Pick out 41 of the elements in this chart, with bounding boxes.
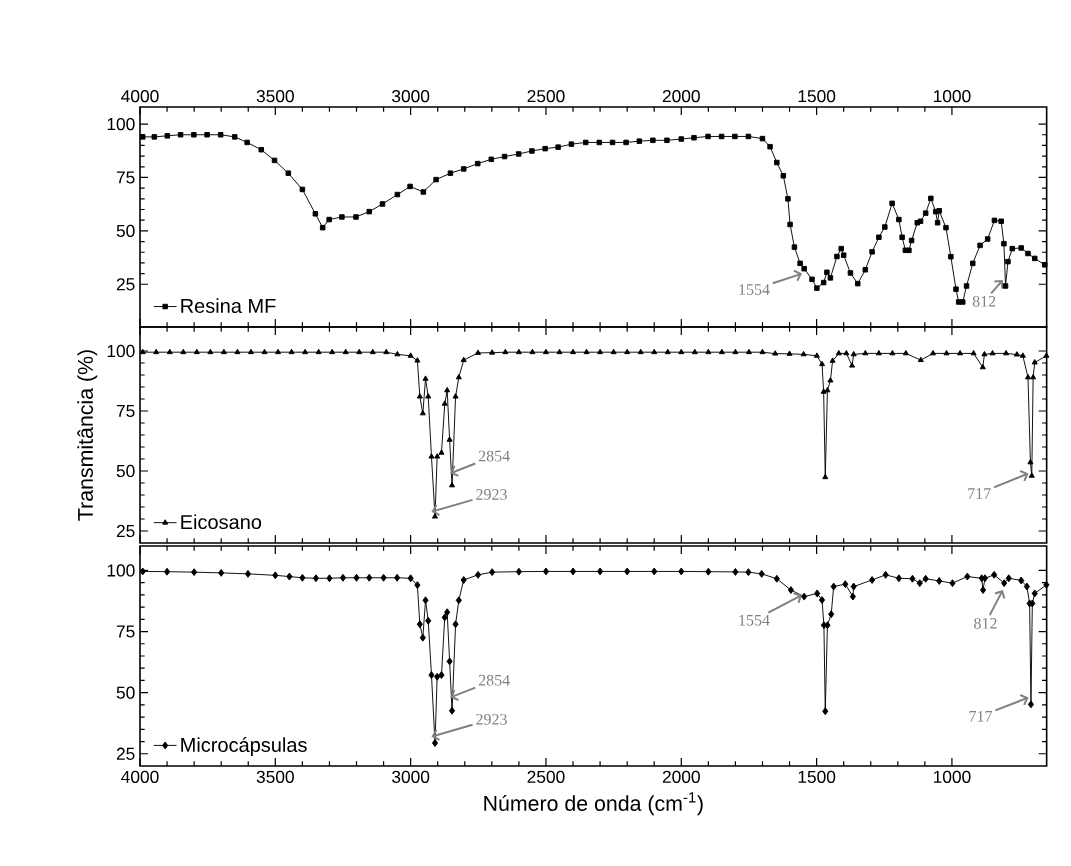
annotation: 717 (968, 488, 991, 499)
legend-label: Microcápsulas (181, 737, 307, 756)
annotation: 2923 (476, 489, 507, 500)
y-tick-label: 75 (116, 625, 135, 638)
annotation: 2923 (476, 713, 507, 725)
annotation: 1554 (739, 614, 770, 626)
x-tick-label: 4000 (121, 770, 159, 783)
y-tick-label: 25 (116, 524, 135, 538)
x-tick-label: 1000 (933, 770, 971, 783)
x2-tick-label: 3500 (256, 90, 294, 103)
x-tick-label: 2500 (527, 770, 565, 783)
x-tick-label: 3000 (392, 770, 430, 783)
y-tick-label: 75 (116, 171, 135, 184)
x2-tick-label: 3000 (392, 90, 430, 103)
y-tick-label: 50 (116, 464, 135, 478)
x2-tick-label: 2500 (527, 90, 565, 103)
annotation: 812 (974, 617, 997, 629)
y-axis-title: Transmitância (%) (77, 350, 98, 521)
annotation: 1554 (739, 284, 770, 295)
y-tick-label: 100 (107, 117, 135, 131)
annotation: 2854 (478, 674, 510, 686)
x2-tick-label: 1000 (933, 90, 971, 103)
annotation: 717 (969, 710, 993, 722)
x2-tick-label: 4000 (121, 90, 159, 103)
legend-label: Resina MF (181, 298, 276, 313)
x-axis-title: Número de onda (cm$^{-1}$) (484, 792, 703, 816)
x-tick-label: 2000 (662, 770, 700, 783)
y-tick-label: 50 (116, 686, 135, 699)
annotation: 812 (972, 295, 996, 307)
y-tick-label: 25 (116, 278, 135, 291)
y-tick-label: 100 (107, 344, 135, 358)
x2-tick-label: 1500 (798, 90, 836, 103)
annotation: 2854 (478, 450, 510, 462)
x-tick-label: 3500 (256, 770, 294, 783)
x-tick-label: 1500 (798, 770, 836, 783)
y-tick-label: 25 (116, 747, 135, 760)
legend-label: Eicosano (181, 514, 262, 530)
y-tick-label: 75 (116, 404, 135, 418)
y-tick-label: 50 (116, 224, 135, 237)
y-tick-label: 100 (107, 564, 135, 577)
x2-tick-label: 2000 (662, 90, 700, 103)
